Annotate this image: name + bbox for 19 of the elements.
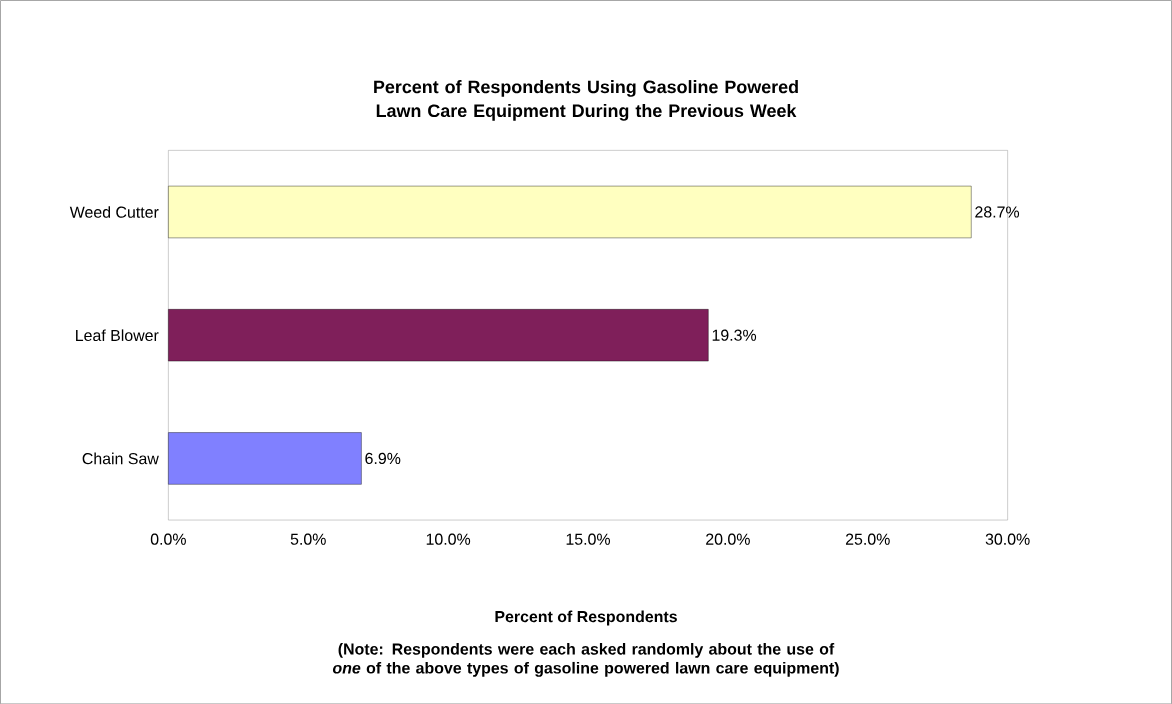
chart-title: Percent of Respondents Using Gasoline Powered Lawn Care Equipment During the Previous Week: [374, 79, 798, 121]
bar: [168, 432, 362, 485]
text: (Note: Respondents were each asked randomly about the use of one of the above types of gasoline powered lawn care equipment): [332, 642, 839, 677]
x-tick-label: 10.0%: [426, 533, 471, 545]
x-tick-label: 15.0%: [566, 533, 611, 545]
y-tick-label: Chain Saw: [82, 452, 159, 465]
bar: [168, 308, 709, 362]
y-tick-label: Weed Cutter: [69, 205, 159, 218]
x-tick-label: 30.0%: [985, 533, 1030, 545]
data-label: 19.3%: [712, 329, 757, 341]
x-tick-label: 20.0%: [706, 533, 750, 545]
x-tick-label: 0.0%: [150, 533, 186, 545]
x-axis-title: Percent of Respondents: [495, 610, 677, 626]
x-tick-label: 25.0%: [845, 533, 890, 545]
bar: [168, 185, 972, 238]
data-label: 28.7%: [975, 206, 1020, 218]
data-label: 6.9%: [365, 452, 401, 464]
y-tick-label: Leaf Blower: [76, 329, 159, 341]
x-tick-label: 5.0%: [290, 533, 326, 545]
